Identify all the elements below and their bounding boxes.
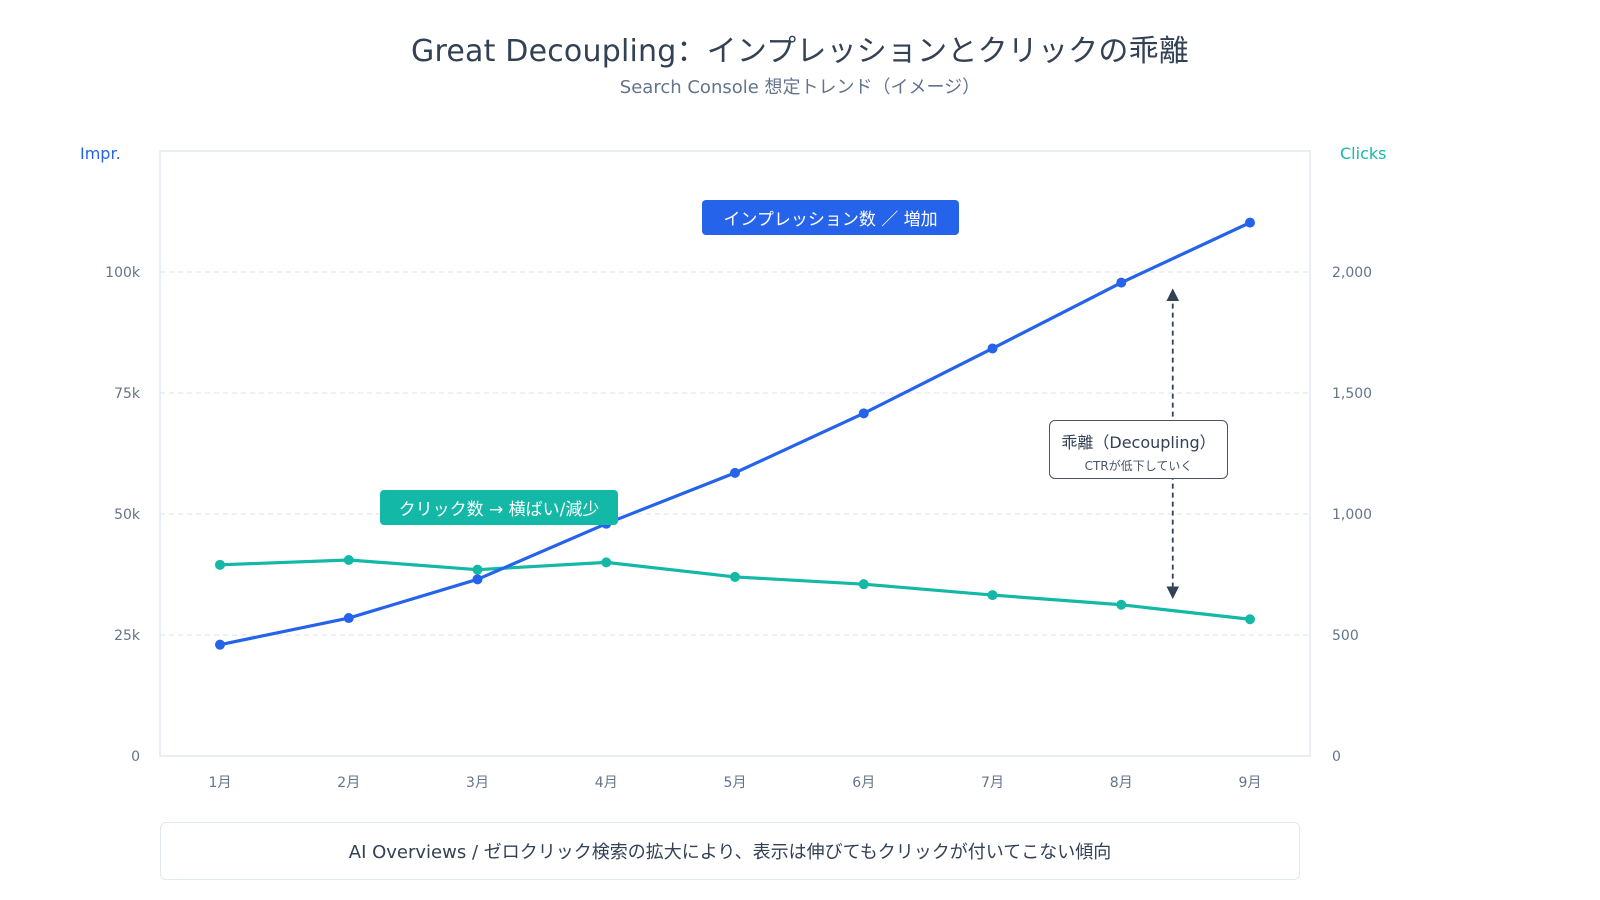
x-tick-label: 1月: [209, 775, 232, 791]
data-point: [730, 467, 740, 478]
data-point: [1116, 599, 1127, 610]
x-tick-label: 7月: [981, 775, 1004, 791]
plot-frame: [159, 150, 1311, 757]
right-tick-label: 2,000: [1332, 265, 1372, 281]
x-tick-label: 3月: [466, 775, 489, 791]
data-point: [215, 639, 225, 650]
x-tick-label: 6月: [852, 775, 875, 791]
series-layer: [215, 217, 1255, 650]
series-impressions: [215, 217, 1255, 650]
data-point: [987, 590, 998, 601]
data-point: [730, 571, 740, 582]
left-axis-ticks: 0 25k 50k 75k 100k: [105, 265, 141, 765]
left-axis-title: Impr.: [80, 144, 121, 163]
x-tick-label: 5月: [724, 775, 747, 791]
left-tick-label: 50k: [114, 507, 141, 523]
grid-lines: [160, 271, 1310, 636]
data-point: [343, 554, 354, 565]
x-axis-ticks: 1月 2月 3月 4月 5月 6月 7月 8月 9月: [209, 775, 1262, 791]
callout-subtitle: CTRが低下していく: [1084, 459, 1193, 473]
x-tick-label: 8月: [1110, 775, 1133, 791]
data-point: [343, 613, 354, 624]
left-tick-label: 75k: [114, 386, 141, 402]
data-point: [858, 579, 869, 590]
right-tick-label: 500: [1332, 628, 1359, 644]
data-point: [987, 343, 998, 354]
callout-title: 乖離（Decoupling）: [1061, 433, 1216, 452]
x-tick-label: 4月: [595, 775, 618, 791]
data-point: [1245, 217, 1255, 228]
data-point: [472, 574, 483, 585]
data-point: [1245, 614, 1255, 625]
left-tick-label: 100k: [105, 265, 141, 281]
data-point: [215, 559, 225, 570]
right-tick-label: 1,000: [1332, 507, 1372, 523]
left-tick-label: 0: [131, 749, 140, 765]
data-point: [472, 564, 483, 575]
clicks-tag: クリック数 → 横ばい/減少: [380, 490, 618, 525]
right-tick-label: 1,500: [1332, 386, 1372, 402]
right-tick-label: 0: [1332, 749, 1341, 765]
x-tick-label: 2月: [337, 775, 360, 791]
right-axis-title: Clicks: [1340, 144, 1387, 163]
decoupling-callout: 乖離（Decoupling） CTRが低下していく: [1049, 420, 1228, 479]
data-point: [1116, 277, 1127, 288]
impressions-tag: インプレッション数 ／ 増加: [702, 200, 959, 235]
data-point: [601, 557, 612, 568]
data-point: [858, 408, 869, 419]
series-clicks: [215, 554, 1255, 625]
footnote: AI Overviews / ゼロクリック検索の拡大により、表示は伸びてもクリッ…: [160, 822, 1300, 880]
chart-title: Great Decoupling：インプレッションとクリックの乖離: [411, 34, 1189, 69]
chart-subtitle: Search Console 想定トレンド（イメージ）: [619, 77, 981, 98]
left-tick-label: 25k: [114, 628, 141, 644]
x-tick-label: 9月: [1239, 775, 1262, 791]
right-axis-ticks: 0 500 1,000 1,500 2,000: [1332, 265, 1372, 765]
